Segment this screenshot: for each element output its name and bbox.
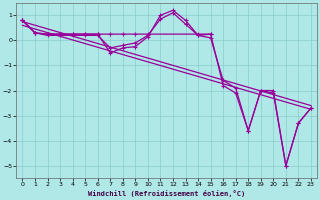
X-axis label: Windchill (Refroidissement éolien,°C): Windchill (Refroidissement éolien,°C)	[88, 190, 245, 197]
